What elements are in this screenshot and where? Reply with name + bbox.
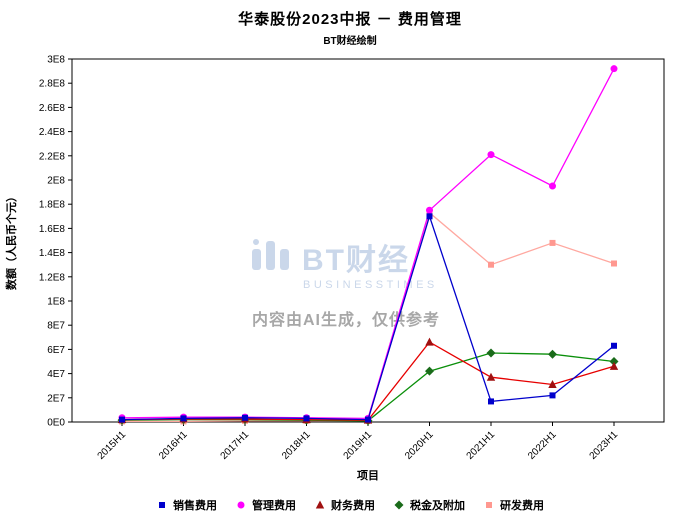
- legend-label: 税金及附加: [410, 500, 465, 512]
- svg-text:1E8: 1E8: [47, 297, 65, 308]
- chart-canvas: BT财经 BUSINESSTIMES 内容由AI生成，仅供参考 0E0 2E7 4E7 6E…: [0, 47, 700, 495]
- legend-item: 税金及附加: [393, 497, 465, 513]
- svg-text:项目: 项目: [357, 469, 379, 482]
- legend-item: 管理费用: [235, 497, 296, 513]
- svg-text:2019H1: 2019H1: [342, 429, 375, 462]
- x-axis: 2015H1 2016H1 2017H1 2018H1 2019H1 2020H1 2021…: [96, 422, 621, 482]
- y-axis: 0E0 2E7 4E7 6E7 8E7 1E8 1.2E8 1.4E8 1.6E8 1.8E8 2E…: [4, 55, 72, 429]
- series-line: [117, 348, 619, 426]
- series-lines: [117, 65, 619, 426]
- legend-marker-icon: [486, 502, 492, 508]
- legend-label: 财务费用: [331, 500, 375, 512]
- svg-text:2021H1: 2021H1: [465, 429, 498, 462]
- svg-text:2017H1: 2017H1: [219, 429, 252, 462]
- svg-text:4E7: 4E7: [47, 369, 65, 380]
- svg-text:2016H1: 2016H1: [157, 429, 190, 462]
- plot-svg: BT财经 BUSINESSTIMES 内容由AI生成，仅供参考 0E0 2E7 4E7 6E…: [4, 55, 665, 482]
- svg-text:2.2E8: 2.2E8: [39, 151, 66, 162]
- chart-title: 华泰股份2023中报 － 费用管理: [238, 11, 462, 28]
- legend-marker-icon: [315, 500, 325, 509]
- series-line: [119, 213, 617, 423]
- svg-text:2023H1: 2023H1: [588, 429, 621, 462]
- svg-text:2020H1: 2020H1: [403, 429, 436, 462]
- legend-marker-icon: [159, 502, 165, 508]
- legend-item: 财务费用: [314, 497, 375, 513]
- legend-item: 研发费用: [483, 497, 544, 513]
- svg-text:1.6E8: 1.6E8: [39, 224, 66, 235]
- svg-text:2.6E8: 2.6E8: [39, 103, 66, 114]
- svg-text:2E8: 2E8: [47, 176, 65, 187]
- svg-text:2E7: 2E7: [47, 393, 65, 404]
- svg-text:内容由AI生成，仅供参考: 内容由AI生成，仅供参考: [252, 310, 440, 329]
- svg-text:1.2E8: 1.2E8: [39, 272, 66, 283]
- legend-label: 销售费用: [173, 500, 217, 512]
- plot-area: [71, 58, 665, 423]
- svg-text:2.8E8: 2.8E8: [39, 79, 66, 90]
- watermark: BT财经 BUSINESSTIMES 内容由AI生成，仅供参考: [252, 239, 440, 329]
- svg-text:BT财经: BT财经: [302, 243, 410, 277]
- svg-text:2.4E8: 2.4E8: [39, 127, 66, 138]
- legend-label: 研发费用: [500, 500, 544, 512]
- svg-text:BUSINESSTIMES: BUSINESSTIMES: [303, 279, 438, 291]
- svg-text:1.8E8: 1.8E8: [39, 200, 66, 211]
- svg-text:6E7: 6E7: [47, 345, 65, 356]
- svg-text:3E8: 3E8: [47, 55, 65, 66]
- legend-marker-icon: [394, 500, 404, 510]
- legend-marker-icon: [237, 501, 245, 509]
- series-line: [117, 337, 619, 424]
- legend-item: 销售费用: [156, 497, 217, 513]
- chart-subtitle: BT财经绘制: [323, 36, 377, 47]
- svg-text:1.4E8: 1.4E8: [39, 248, 66, 259]
- svg-text:2018H1: 2018H1: [280, 429, 313, 462]
- svg-text:2022H1: 2022H1: [526, 429, 559, 462]
- legend-label: 管理费用: [252, 500, 296, 512]
- svg-text:数额（人民币个元）: 数额（人民币个元）: [4, 191, 18, 290]
- svg-text:0E0: 0E0: [47, 418, 65, 429]
- svg-text:8E7: 8E7: [47, 321, 65, 332]
- svg-text:2015H1: 2015H1: [96, 429, 129, 462]
- bt-logo-icon: [252, 239, 289, 270]
- chart-legend: 销售费用 管理费用 财务费用 税金及附加 研发费用: [0, 497, 700, 513]
